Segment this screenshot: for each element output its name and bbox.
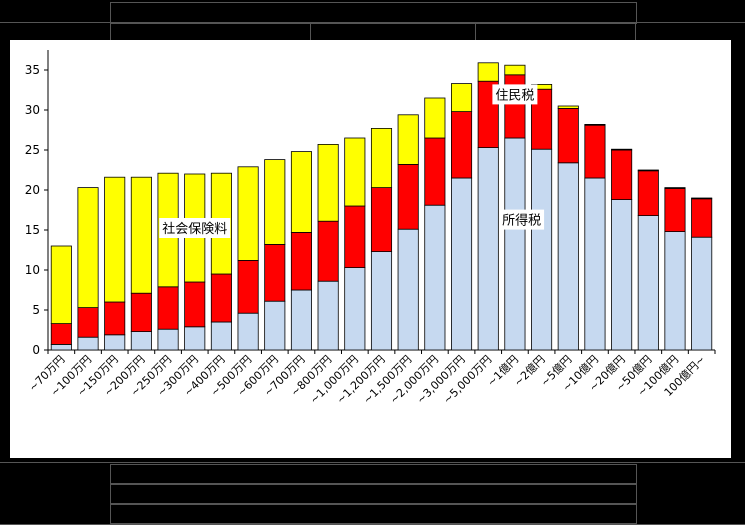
bar-segment-social-insurance — [77, 187, 99, 309]
bar-segment-social-insurance — [664, 187, 686, 189]
plot-area: 0 5 10 15 20 25 30 35 ~70万円 ~100万円 ~150万円 ~200万円 ~25… — [10, 40, 731, 458]
bar-segment-income-tax — [104, 334, 126, 351]
bar-segment-resident-tax — [237, 259, 259, 314]
header-divider — [0, 22, 745, 23]
note-box — [110, 484, 637, 504]
bar-segment-social-insurance — [317, 144, 339, 222]
bar-segment-income-tax — [664, 231, 686, 351]
y-tick-label: 25 — [25, 143, 40, 157]
annotation-label: 所得税 — [502, 213, 541, 229]
bar-segment-social-insurance — [477, 62, 499, 82]
bar-segment-income-tax — [50, 343, 72, 351]
bar-segment-resident-tax — [50, 323, 72, 345]
bar-segment-social-insurance — [370, 128, 393, 189]
bar-segment-income-tax — [584, 177, 606, 351]
bar-segment-resident-tax — [504, 74, 526, 139]
bar-segment-resident-tax — [130, 292, 152, 332]
bar-segment-income-tax — [397, 228, 419, 351]
bar-segment-social-insurance — [424, 97, 446, 139]
bar-segment-resident-tax — [424, 137, 446, 206]
bar-segment-resident-tax — [290, 231, 312, 291]
bar-segment-income-tax — [611, 199, 633, 351]
stacked-bar-chart: 05101520253035~70万円~100万円~150万円~200万円~25… — [25, 50, 716, 406]
bar-segment-social-insurance — [611, 148, 633, 151]
y-tick-label: 5 — [32, 303, 40, 317]
bar-segment-income-tax — [317, 280, 339, 351]
bar-segment-income-tax — [344, 267, 366, 351]
bar-segment-resident-tax — [157, 286, 179, 330]
notes-divider — [0, 462, 745, 463]
y-tick-label: 30 — [25, 103, 40, 117]
bar-segment-resident-tax — [344, 205, 366, 268]
annotation-label: 住民税 — [495, 88, 534, 103]
y-tick-label: 0 — [32, 343, 40, 357]
note-box — [110, 464, 637, 484]
bar-segment-social-insurance — [237, 166, 259, 261]
bar-segment-income-tax — [557, 162, 579, 351]
y-tick-label: 35 — [25, 63, 40, 77]
header-cell-divider — [475, 22, 476, 40]
chart-header-frame — [0, 0, 745, 40]
bar-segment-income-tax — [77, 336, 99, 351]
header-cell-divider — [310, 22, 311, 40]
y-tick-label: 10 — [25, 263, 40, 277]
bar-segment-resident-tax — [370, 187, 393, 253]
bar-segment-resident-tax — [557, 108, 579, 164]
bar-segment-resident-tax — [184, 281, 206, 328]
bar-segment-social-insurance — [451, 83, 473, 112]
annotation-background — [492, 84, 538, 105]
bar-segment-resident-tax — [317, 220, 339, 282]
bar-segment-income-tax — [504, 137, 526, 351]
bar-segment-income-tax — [184, 326, 206, 351]
note-box — [110, 504, 637, 524]
bar-segment-income-tax — [451, 177, 473, 351]
bar-segment-income-tax — [157, 328, 179, 351]
annotation-background — [499, 209, 545, 230]
notes-frame — [0, 462, 745, 525]
bar-segment-resident-tax — [611, 149, 633, 200]
bar-segment-resident-tax — [637, 170, 659, 217]
bar-segment-social-insurance — [290, 151, 312, 233]
bar-segment-social-insurance — [397, 114, 419, 165]
bar-segment-social-insurance — [264, 159, 286, 245]
bar-segment-social-insurance — [130, 176, 152, 294]
bar-segment-social-insurance — [557, 105, 579, 109]
bar-segment-income-tax — [370, 251, 393, 351]
bar-segment-income-tax — [290, 289, 312, 351]
bar-segment-income-tax — [264, 300, 286, 351]
bar-segment-resident-tax — [584, 124, 606, 179]
bar-segment-resident-tax — [664, 187, 686, 232]
bar-segment-social-insurance — [344, 137, 366, 207]
chart-title-box — [110, 2, 637, 24]
header-cell-divider — [110, 22, 111, 40]
bar-segment-resident-tax — [104, 301, 126, 336]
bar-segment-income-tax — [210, 321, 232, 351]
bar-segment-income-tax — [477, 147, 499, 351]
bar-segment-resident-tax — [691, 198, 713, 238]
bar-segment-social-insurance — [504, 64, 526, 76]
bar-segment-income-tax — [130, 331, 152, 351]
bar-segment-resident-tax — [451, 111, 473, 179]
bar-segment-social-insurance — [691, 197, 713, 200]
annotation-label: 社会保険料 — [162, 221, 227, 237]
bar-segment-social-insurance — [584, 124, 606, 126]
annotation-background — [159, 218, 231, 238]
bar-segment-income-tax — [637, 215, 659, 351]
bar-segment-income-tax — [691, 236, 713, 351]
bar-segment-resident-tax — [210, 273, 232, 323]
bar-segment-resident-tax — [264, 243, 286, 302]
bar-segment-resident-tax — [397, 164, 419, 230]
bar-segment-income-tax — [237, 312, 259, 351]
header-cell-divider — [635, 22, 636, 40]
bar-segment-income-tax — [424, 204, 446, 351]
bar-segment-resident-tax — [77, 307, 99, 338]
bar-segment-income-tax — [531, 148, 553, 351]
bar-segment-social-insurance — [104, 176, 126, 303]
y-tick-label: 15 — [25, 223, 40, 237]
bar-segment-social-insurance — [50, 245, 72, 324]
bar-segment-social-insurance — [637, 169, 659, 172]
y-tick-label: 20 — [25, 183, 40, 197]
